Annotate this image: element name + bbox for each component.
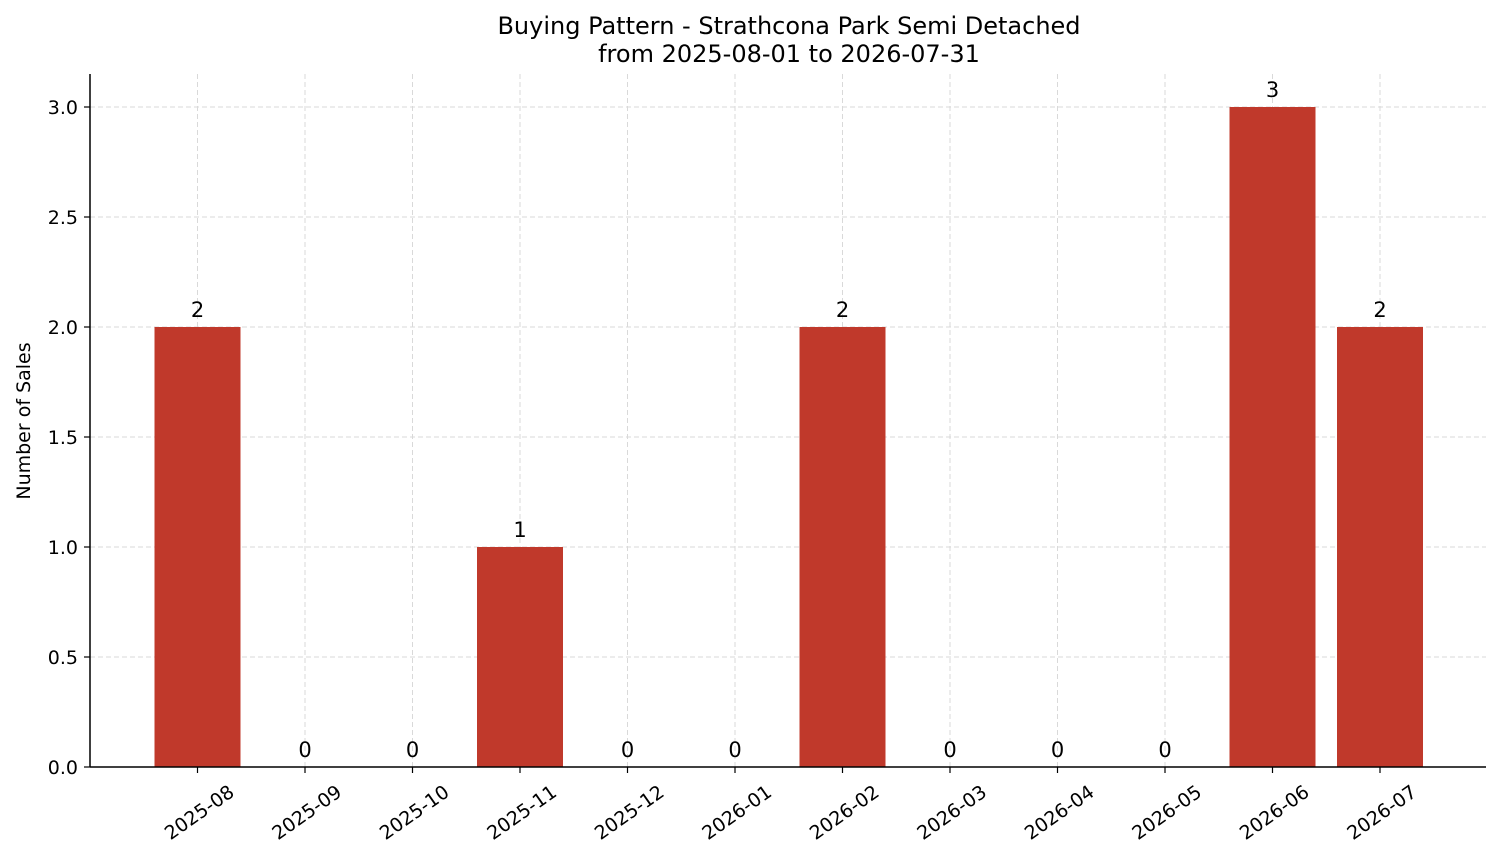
x-tick-label: 2026-04 <box>1021 781 1099 845</box>
data-label-2025-12: 0 <box>621 738 634 762</box>
x-tick-label: 2025-12 <box>591 781 669 845</box>
bar-2026-02 <box>799 327 886 767</box>
data-label-2026-01: 0 <box>728 738 741 762</box>
bar-2026-06 <box>1229 107 1316 767</box>
x-tick-label: 2026-06 <box>1236 781 1314 845</box>
y-tick-label: 1.5 <box>48 427 78 449</box>
y-tick-label: 2.0 <box>48 317 78 339</box>
x-tick-label: 2026-03 <box>913 781 991 845</box>
x-tick-label: 2025-09 <box>268 781 346 845</box>
y-tick-label: 1.0 <box>48 537 78 559</box>
x-tick-label: 2026-01 <box>698 781 776 845</box>
y-tick-label: 2.5 <box>48 207 78 229</box>
x-tick-label: 2025-11 <box>483 781 561 845</box>
x-tick-label: 2025-08 <box>161 781 239 845</box>
chart-subtitle: from 2025-08-01 to 2026-07-31 <box>598 40 980 68</box>
x-tick-label: 2026-02 <box>806 781 884 845</box>
y-axis-label: Number of Sales <box>13 342 35 499</box>
y-tick-label: 0.5 <box>48 647 78 669</box>
data-label-2026-07: 2 <box>1373 298 1386 322</box>
data-label-2025-09: 0 <box>298 738 311 762</box>
bar-2025-08 <box>154 327 241 767</box>
data-label-2026-02: 2 <box>836 298 849 322</box>
x-tick-label: 2026-05 <box>1128 781 1206 845</box>
bar-2026-07 <box>1337 327 1423 767</box>
data-label-2026-05: 0 <box>1158 738 1171 762</box>
data-labels: 2 0 0 1 0 0 2 0 0 0 3 2 <box>191 78 1387 762</box>
y-tick-label: 0.0 <box>48 757 78 779</box>
data-label-2026-06: 3 <box>1266 78 1279 102</box>
bar-2025-11 <box>477 547 563 767</box>
data-label-2025-08: 2 <box>191 298 204 322</box>
x-tick-label: 2025-10 <box>376 781 454 845</box>
data-label-2025-11: 1 <box>513 518 526 542</box>
bars <box>154 107 1423 767</box>
data-label-2025-10: 0 <box>406 738 419 762</box>
chart-title: Buying Pattern - Strathcona Park Semi De… <box>497 12 1080 40</box>
x-tick-label: 2026-07 <box>1343 781 1421 845</box>
data-label-2026-04: 0 <box>1051 738 1064 762</box>
data-label-2026-03: 0 <box>943 738 956 762</box>
y-tick-label: 3.0 <box>48 97 78 119</box>
